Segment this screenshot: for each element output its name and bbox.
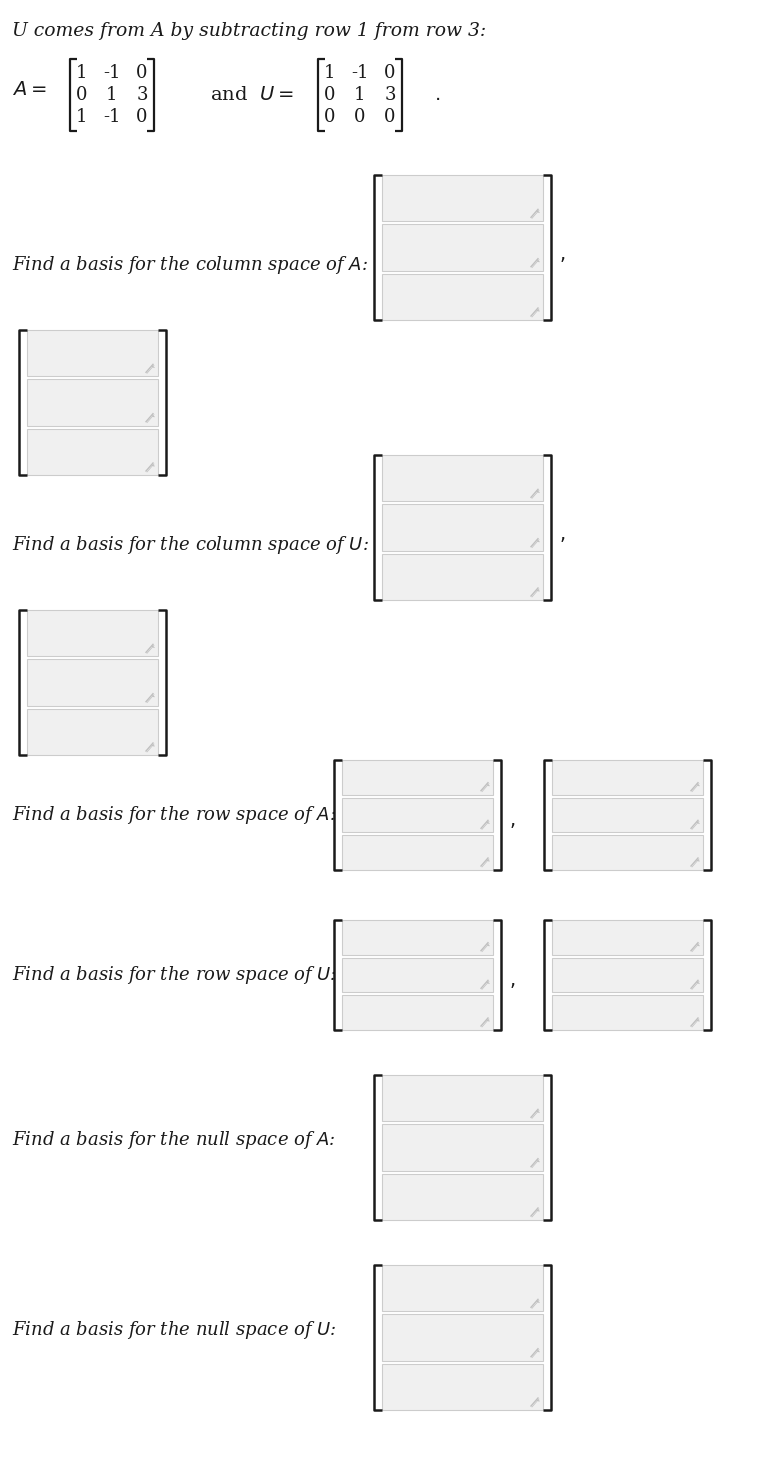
Bar (342, 760, 493, 794)
Bar (27, 611, 158, 656)
Text: 1: 1 (76, 65, 88, 82)
Text: Find a basis for the null space of $U$:: Find a basis for the null space of $U$: (12, 1320, 336, 1340)
Text: -1: -1 (103, 65, 121, 82)
Text: 3: 3 (385, 87, 396, 104)
Text: Find a basis for the row space of $A$:: Find a basis for the row space of $A$: (12, 804, 336, 826)
Bar (382, 1364, 543, 1409)
Text: and  $U=$: and $U=$ (210, 87, 294, 104)
Text: 1: 1 (324, 65, 336, 82)
Bar (552, 957, 703, 992)
Text: U comes from A by subtracting row 1 from row 3:: U comes from A by subtracting row 1 from… (12, 22, 486, 40)
Text: Find a basis for the column space of $A$:: Find a basis for the column space of $A$… (12, 254, 368, 276)
Text: -1: -1 (103, 109, 121, 126)
Text: 0: 0 (385, 109, 396, 126)
Bar (552, 760, 703, 794)
Bar (382, 273, 543, 320)
Bar (342, 920, 493, 954)
Bar (382, 1265, 543, 1311)
Text: 3: 3 (137, 87, 148, 104)
Text: ,: , (560, 245, 566, 264)
Bar (382, 1174, 543, 1220)
Text: 0: 0 (385, 65, 396, 82)
Bar (342, 835, 493, 871)
Text: ,: , (510, 810, 516, 829)
Text: 1: 1 (354, 87, 365, 104)
Text: ,: , (560, 526, 566, 545)
Bar (552, 835, 703, 871)
Text: 0: 0 (137, 109, 148, 126)
Text: 1: 1 (76, 109, 88, 126)
Bar (382, 1314, 543, 1361)
Text: 0: 0 (324, 87, 336, 104)
Text: Find a basis for the row space of $U$:: Find a basis for the row space of $U$: (12, 964, 336, 986)
Text: 0: 0 (137, 65, 148, 82)
Bar (382, 1124, 543, 1170)
Text: Find a basis for the column space of $U$:: Find a basis for the column space of $U$… (12, 534, 369, 556)
Bar (552, 797, 703, 832)
Text: 0: 0 (76, 87, 88, 104)
Bar (27, 379, 158, 426)
Bar (27, 659, 158, 706)
Bar (382, 553, 543, 600)
Bar (382, 455, 543, 502)
Text: 0: 0 (354, 109, 365, 126)
Bar (382, 225, 543, 270)
Text: 0: 0 (324, 109, 336, 126)
Bar (27, 429, 158, 476)
Text: 1: 1 (106, 87, 118, 104)
Bar (382, 1075, 543, 1122)
Bar (382, 505, 543, 550)
Text: Find a basis for the null space of $A$:: Find a basis for the null space of $A$: (12, 1129, 336, 1151)
Bar (382, 175, 543, 222)
Bar (342, 797, 493, 832)
Text: $A=$: $A=$ (12, 81, 47, 98)
Bar (27, 330, 158, 376)
Text: -1: -1 (351, 65, 369, 82)
Bar (27, 709, 158, 755)
Bar (342, 957, 493, 992)
Bar (342, 995, 493, 1031)
Bar (552, 920, 703, 954)
Bar (552, 995, 703, 1031)
Text: ,: , (510, 970, 516, 989)
Text: .: . (435, 85, 441, 104)
